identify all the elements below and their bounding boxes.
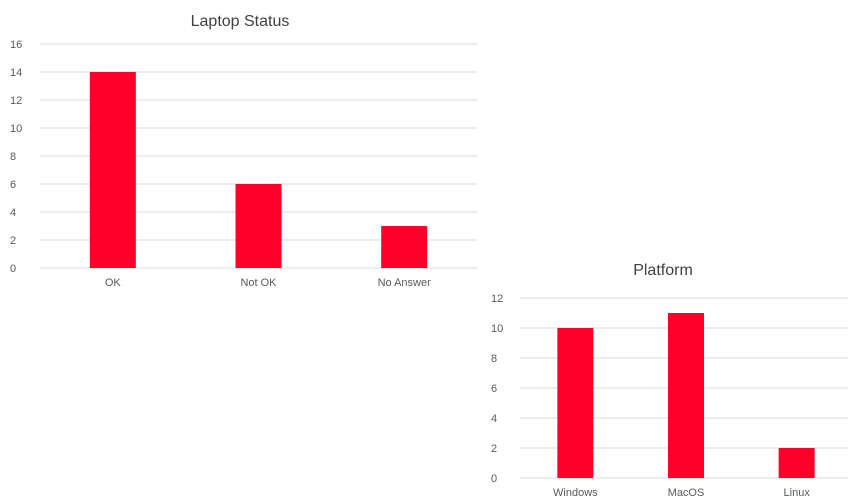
laptop-status-plot: 0 2 4 6 8 10 12 14 16 OK Not OK No Answer [10, 39, 477, 289]
y-tick-label: 16 [10, 39, 22, 51]
y-tick-label: 4 [491, 413, 497, 425]
x-tick-label: Windows [553, 487, 598, 497]
x-tick-label: MacOS [668, 487, 705, 497]
x-tick-label: Not OK [240, 277, 277, 289]
y-tick-label: 12 [491, 293, 503, 305]
y-tick-label: 10 [10, 123, 22, 135]
chart-title: Laptop Status [190, 13, 290, 30]
bar-windows [557, 328, 594, 478]
y-tick-label: 14 [10, 67, 22, 79]
y-tick-label: 0 [491, 473, 497, 485]
y-tick-label: 2 [491, 443, 497, 455]
x-tick-label: OK [105, 277, 122, 289]
y-tick-label: 8 [10, 151, 16, 163]
platform-plot: 0 2 4 6 8 10 12 Windows MacOS Linux [491, 293, 848, 497]
y-tick-label: 4 [10, 207, 16, 219]
x-tick-label: No Answer [378, 277, 432, 289]
bar-no-answer [381, 226, 428, 268]
y-tick-label: 12 [10, 95, 22, 107]
bar-ok [89, 72, 136, 268]
bar-linux [778, 448, 815, 478]
x-tick-label: Linux [784, 487, 811, 497]
y-tick-label: 10 [491, 323, 503, 335]
chart-title: Platform [633, 262, 693, 279]
platform-chart: Platform 0 2 4 6 8 10 12 Windows MacOS Linux [478, 255, 848, 497]
y-tick-label: 0 [10, 263, 16, 275]
bar-not-ok [235, 184, 282, 268]
y-tick-label: 8 [491, 353, 497, 365]
laptop-status-chart: Laptop Status 0 2 4 6 8 10 12 14 16 OK Not OK No An… [0, 0, 480, 300]
bar-macos [668, 313, 704, 478]
y-tick-label: 6 [10, 179, 16, 191]
y-tick-label: 6 [491, 383, 497, 395]
y-tick-label: 2 [10, 235, 16, 247]
